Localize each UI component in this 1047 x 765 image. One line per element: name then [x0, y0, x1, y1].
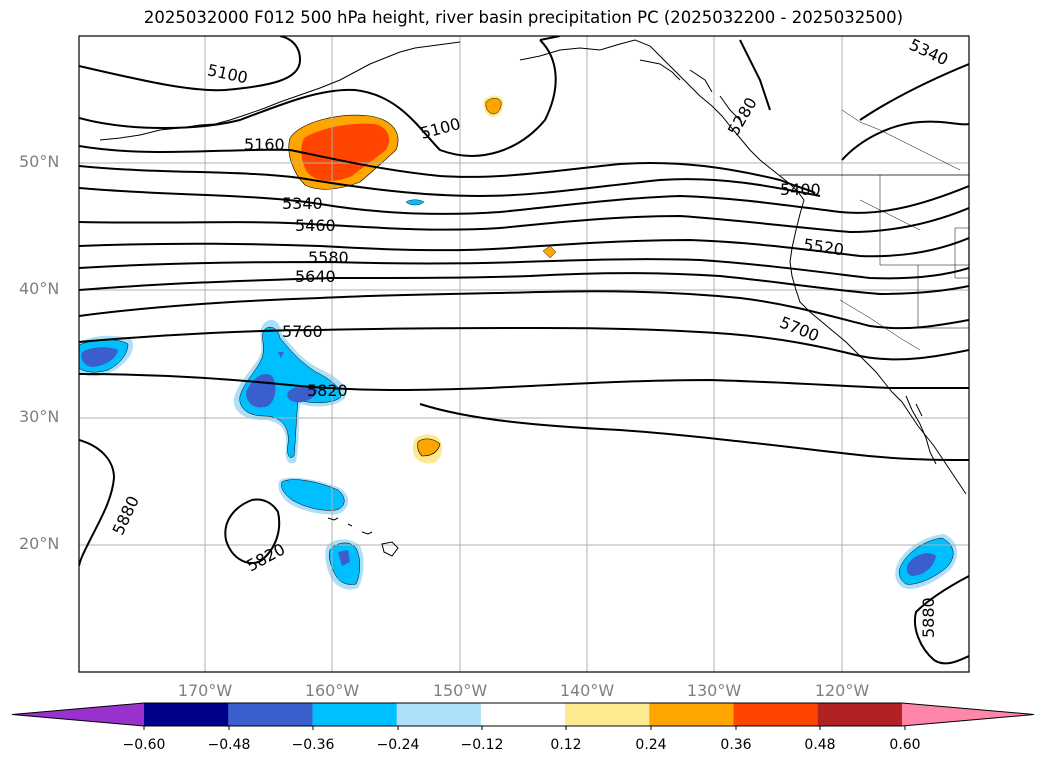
- contour-label: 5340: [282, 194, 323, 213]
- colorbar-tick-label: 0.36: [720, 737, 752, 753]
- lon-label: 150°W: [432, 681, 488, 700]
- contour-label: 5100: [418, 114, 462, 143]
- colorbar-tick-label: 0.48: [804, 737, 836, 753]
- lat-label: 30°N: [19, 407, 60, 426]
- contour-label: 5280: [724, 94, 761, 139]
- colorbar-tick-label: −0.48: [207, 737, 251, 753]
- contour-label: 5820: [307, 381, 348, 400]
- lon-label: 120°W: [814, 681, 870, 700]
- contour-label: 5340: [906, 35, 951, 69]
- contour-labels: 5100 5100 5160 5340 5460 5580 5640 5760 …: [108, 35, 951, 638]
- contour-label: 5580: [308, 248, 349, 267]
- colorbar-tick-label: 0.60: [889, 737, 921, 753]
- colorbar-tick-label: −0.24: [376, 737, 420, 753]
- coastlines: [99, 39, 969, 557]
- colorbar-tick-label: −0.36: [291, 737, 335, 753]
- lat-label: 20°N: [19, 534, 60, 553]
- contour-label: 5460: [295, 216, 336, 235]
- colorbar-tick-label: 0.12: [550, 737, 582, 753]
- map-frame: [78, 35, 970, 673]
- contour-label: 5760: [282, 322, 323, 341]
- gridlines: [79, 36, 969, 672]
- contour-label: 5880: [919, 597, 938, 638]
- contour-label: 5160: [244, 135, 285, 154]
- contour-label: 5520: [802, 235, 845, 259]
- lat-label: 50°N: [19, 152, 60, 171]
- lat-label: 40°N: [19, 279, 60, 298]
- colorbar-tick-label: −0.60: [122, 737, 166, 753]
- precip-shading: [79, 95, 958, 590]
- contour-label: 5400: [780, 180, 821, 199]
- contour-label: 5100: [206, 60, 250, 87]
- height-contours: [79, 36, 969, 665]
- contour-label: 5880: [108, 493, 142, 538]
- contour-label: 5640: [295, 267, 336, 286]
- colorbar-tick-label: 0.24: [635, 737, 667, 753]
- lon-label: 140°W: [559, 681, 615, 700]
- lon-label: 130°W: [686, 681, 742, 700]
- lon-label: 170°W: [177, 681, 233, 700]
- plot-title: 2025032000 F012 500 hPa height, river ba…: [143, 8, 904, 27]
- lon-label: 160°W: [304, 681, 360, 700]
- colorbar-tick-label: −0.12: [460, 737, 504, 753]
